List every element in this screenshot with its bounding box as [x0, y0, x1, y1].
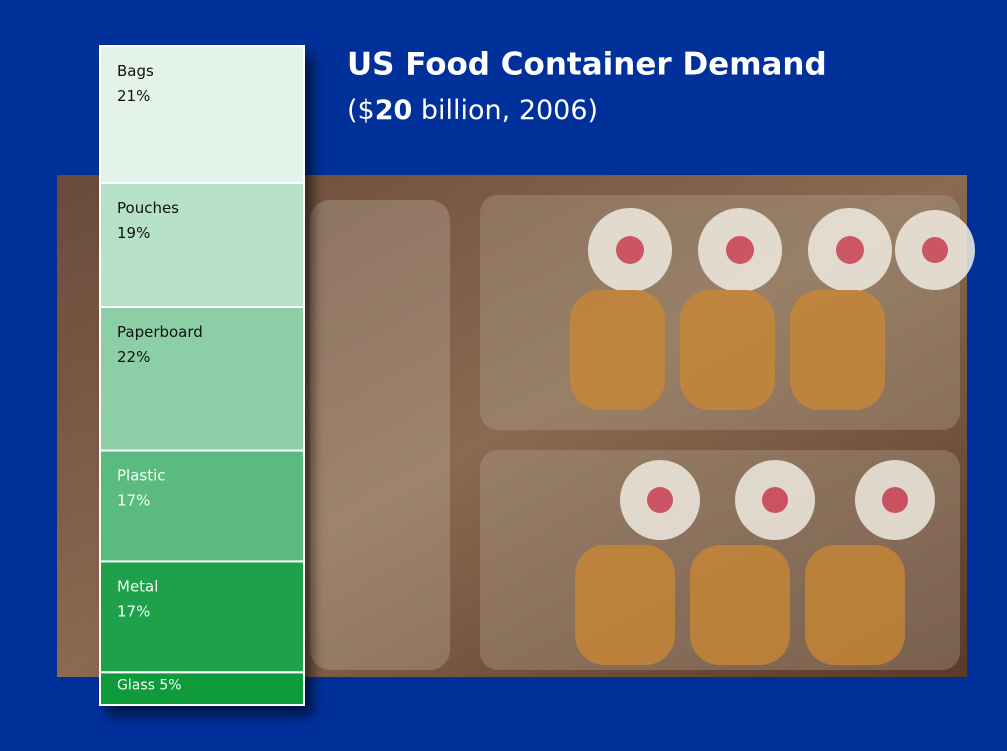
category-label: Metal: [117, 578, 158, 596]
subtitle-part: billion, 2006): [412, 95, 598, 126]
stacked-bar: Bags 21% Pouches 19% Paperboard 22% Plastic 17%…: [100, 46, 304, 705]
chart: US Food Container Demand ($20 billion, 2…: [0, 0, 1007, 751]
value-label: 5%: [159, 677, 181, 693]
chart-title: US Food Container Demand: [347, 46, 827, 82]
subtitle-part: ($: [347, 95, 375, 126]
category-label: Pouches: [117, 199, 179, 217]
value-label: 21%: [117, 87, 150, 105]
category-label: Paperboard: [117, 323, 203, 341]
value-label: 17%: [117, 492, 150, 510]
subtitle-part: 20: [375, 95, 413, 126]
category-label: Glass: [117, 677, 155, 693]
category-label: Bags: [117, 62, 154, 80]
chart-subtitle: ($20 billion, 2006): [347, 95, 598, 126]
value-label: 17%: [117, 603, 150, 621]
value-label: 22%: [117, 348, 150, 366]
category-label: Plastic: [117, 467, 166, 485]
segment-label: Glass 5%: [117, 677, 182, 693]
value-label: 19%: [117, 224, 150, 242]
page: US Food Container Demand ($20 billion, 2…: [0, 0, 1007, 751]
